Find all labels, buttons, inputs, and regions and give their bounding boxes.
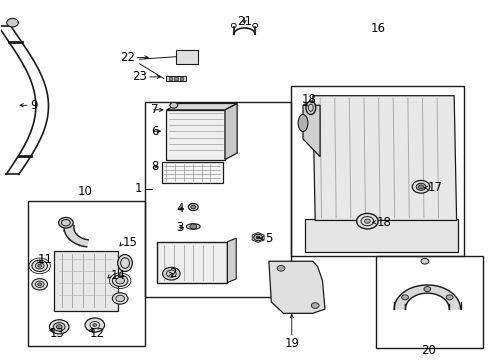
Bar — [174, 77, 177, 80]
Text: 9: 9 — [30, 99, 38, 112]
Text: 13: 13 — [49, 327, 64, 341]
Circle shape — [364, 219, 369, 223]
Text: 5: 5 — [264, 232, 272, 245]
Ellipse shape — [59, 217, 73, 228]
Circle shape — [85, 318, 104, 332]
Circle shape — [116, 278, 124, 284]
Circle shape — [415, 183, 425, 190]
Circle shape — [32, 279, 47, 290]
Bar — [192, 53, 196, 59]
Text: 16: 16 — [370, 22, 386, 35]
Polygon shape — [166, 103, 237, 110]
Ellipse shape — [305, 101, 315, 114]
Circle shape — [38, 283, 41, 286]
Polygon shape — [227, 238, 236, 283]
Bar — [179, 77, 183, 80]
Circle shape — [112, 293, 128, 304]
Text: 14: 14 — [110, 269, 125, 282]
Text: 3: 3 — [176, 221, 183, 234]
Circle shape — [38, 265, 41, 267]
Circle shape — [35, 281, 44, 288]
Text: 19: 19 — [284, 337, 299, 350]
Polygon shape — [312, 96, 456, 220]
Text: 23: 23 — [132, 71, 147, 84]
Bar — [166, 76, 185, 81]
Text: 15: 15 — [122, 236, 137, 249]
Circle shape — [401, 295, 407, 300]
Polygon shape — [224, 103, 237, 159]
Text: 2: 2 — [168, 267, 176, 280]
Bar — [166, 110, 224, 159]
Circle shape — [189, 224, 196, 229]
Text: 18: 18 — [376, 216, 391, 229]
Polygon shape — [303, 105, 320, 157]
Text: 17: 17 — [427, 181, 442, 194]
Circle shape — [253, 234, 262, 241]
Bar — [54, 251, 118, 311]
Bar — [161, 162, 222, 183]
Circle shape — [446, 295, 452, 300]
Circle shape — [53, 323, 65, 331]
Polygon shape — [393, 285, 460, 309]
Polygon shape — [305, 219, 457, 252]
Text: 12: 12 — [89, 327, 104, 341]
Text: 6: 6 — [151, 125, 158, 138]
Bar — [180, 53, 183, 59]
Circle shape — [49, 320, 69, 334]
Circle shape — [116, 295, 124, 302]
Circle shape — [256, 236, 260, 239]
Polygon shape — [176, 50, 198, 64]
Circle shape — [112, 275, 128, 287]
Text: 11: 11 — [37, 253, 52, 266]
Ellipse shape — [298, 114, 307, 131]
Bar — [144, 102, 290, 297]
Circle shape — [162, 267, 180, 280]
Circle shape — [93, 324, 97, 327]
Bar — [290, 86, 463, 256]
Text: 1: 1 — [134, 182, 142, 195]
Ellipse shape — [186, 224, 200, 229]
Ellipse shape — [118, 255, 132, 271]
Bar — [27, 201, 144, 346]
Text: 8: 8 — [151, 160, 158, 173]
Polygon shape — [64, 225, 88, 247]
Circle shape — [32, 260, 47, 271]
Circle shape — [420, 258, 428, 264]
Circle shape — [35, 263, 44, 269]
Text: 20: 20 — [421, 344, 435, 357]
Bar — [186, 53, 189, 59]
Circle shape — [277, 265, 285, 271]
Text: 7: 7 — [151, 103, 158, 116]
Circle shape — [356, 213, 377, 229]
Circle shape — [311, 303, 319, 309]
Bar — [157, 242, 227, 283]
Circle shape — [423, 287, 430, 292]
Polygon shape — [268, 261, 325, 313]
Circle shape — [418, 185, 423, 189]
Circle shape — [169, 103, 177, 108]
Text: 22: 22 — [120, 51, 135, 64]
Bar — [375, 256, 483, 348]
Text: 18: 18 — [302, 93, 316, 106]
Bar — [168, 77, 172, 80]
Text: 10: 10 — [78, 185, 92, 198]
Circle shape — [56, 325, 62, 329]
Circle shape — [7, 18, 19, 27]
Circle shape — [188, 203, 198, 211]
Text: 4: 4 — [176, 202, 183, 215]
Circle shape — [411, 180, 429, 193]
Text: 21: 21 — [237, 15, 251, 28]
Circle shape — [190, 205, 195, 209]
